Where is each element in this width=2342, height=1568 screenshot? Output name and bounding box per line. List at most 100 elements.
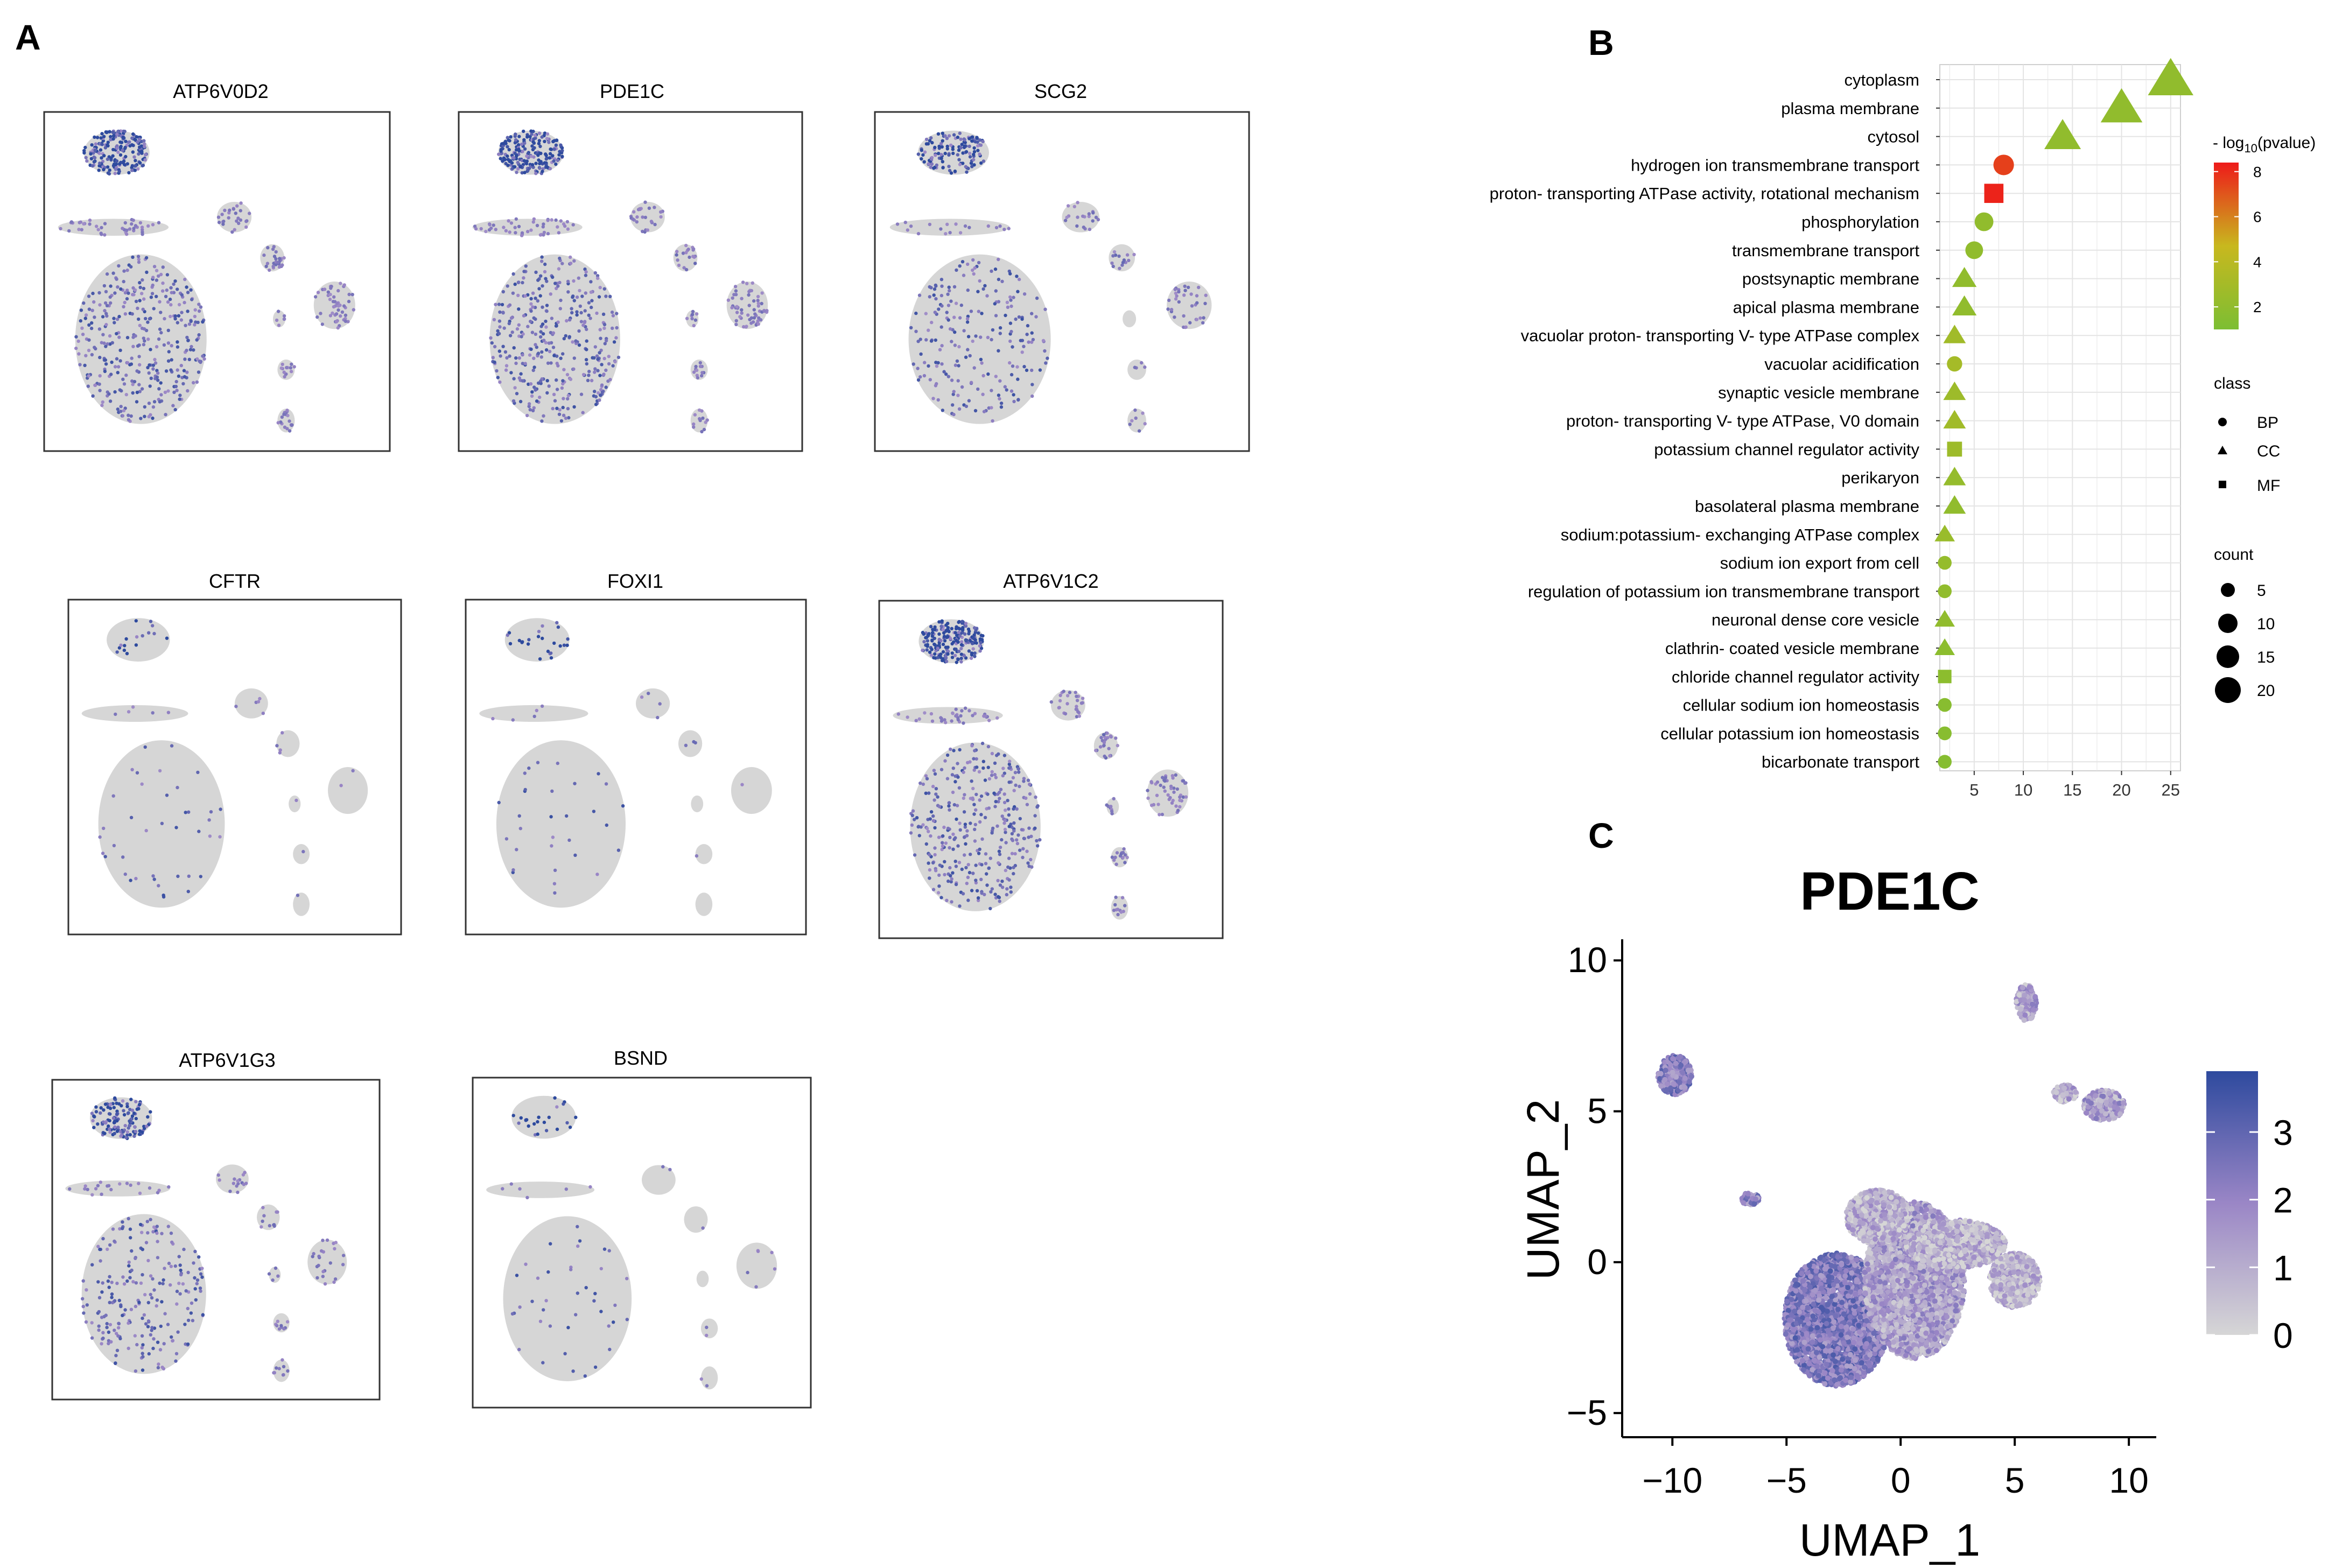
cell-point — [123, 1124, 127, 1128]
cell-point — [499, 149, 503, 153]
cell-point — [94, 1187, 98, 1191]
cell-point — [294, 798, 298, 803]
cell-point — [1155, 793, 1159, 797]
cell-point — [643, 215, 648, 220]
cell-point — [564, 416, 568, 420]
cell-point — [952, 412, 956, 417]
term-label: cellular potassium ion homeostasis — [1660, 724, 1919, 743]
cell-point — [134, 224, 138, 228]
cell-point — [962, 329, 966, 333]
cell-point — [1111, 264, 1115, 269]
cell-point — [934, 297, 938, 301]
cell-point — [108, 1275, 111, 1278]
cell-point — [1008, 361, 1012, 365]
cell-point — [554, 143, 558, 147]
feature-panel-scg2: SCG2 — [874, 80, 1250, 452]
cell-point — [86, 384, 90, 388]
cell-point — [141, 164, 145, 167]
cell-point — [132, 227, 136, 230]
cell-point — [537, 287, 541, 291]
cell-point — [125, 228, 129, 232]
cell-point — [577, 329, 581, 333]
cell-point — [108, 399, 113, 403]
cell-point — [530, 163, 535, 167]
cell-point — [110, 1296, 114, 1299]
cell-point — [200, 1275, 204, 1279]
cell-point — [1038, 368, 1042, 372]
cell-point — [544, 277, 548, 280]
cell-point — [141, 1355, 145, 1359]
cell-point — [196, 770, 200, 775]
cell-point — [122, 1113, 127, 1117]
cell-point — [1178, 795, 1182, 799]
cell-point — [115, 1282, 119, 1285]
cell-point — [496, 329, 500, 333]
cell-point — [584, 1286, 588, 1290]
cell-point — [233, 228, 236, 231]
cell-point — [133, 1125, 137, 1129]
cell-point — [949, 299, 953, 303]
cell-point — [134, 159, 137, 163]
cell-point — [90, 321, 94, 325]
feature-panel-atp6v0d2: ATP6V0D2 — [43, 80, 391, 452]
cell-point — [917, 717, 921, 721]
cell-point — [82, 149, 86, 153]
cell-point — [935, 364, 939, 368]
cell-point — [565, 220, 570, 224]
cell-point — [106, 1247, 109, 1251]
cell-point — [172, 390, 176, 394]
term-point-bp — [1974, 212, 1994, 231]
cell-point — [604, 368, 608, 372]
cell-point — [140, 150, 144, 153]
cell-point — [934, 384, 938, 388]
class-legend-title: class — [2214, 375, 2250, 392]
cell-point — [181, 382, 185, 386]
cell-point — [951, 147, 955, 151]
cell-point — [343, 313, 348, 317]
cell-point — [190, 1301, 194, 1305]
cell-point — [939, 293, 944, 298]
cell-point — [111, 794, 115, 798]
cell-point — [122, 269, 126, 273]
cell-point — [972, 626, 977, 630]
cell-point — [990, 269, 993, 273]
cell-point — [937, 805, 942, 808]
cell-point — [115, 277, 118, 281]
cell-point — [178, 393, 182, 397]
cell-point — [585, 362, 589, 366]
cell-point — [166, 711, 171, 714]
cell-point — [1182, 293, 1186, 297]
feature-panel-title: ATP6V1C2 — [1003, 570, 1098, 592]
cell-point — [507, 321, 511, 326]
cell-point — [233, 1177, 236, 1181]
cell-point — [974, 641, 978, 645]
cell-point — [1018, 817, 1022, 821]
cell-point — [598, 398, 601, 402]
cell-point — [956, 135, 960, 139]
cell-point — [637, 207, 642, 211]
cell-point — [312, 1251, 315, 1256]
term-point-mf — [1938, 670, 1952, 684]
cell-point — [994, 226, 999, 230]
cell-point — [557, 231, 561, 235]
cell-point — [566, 393, 571, 398]
cell-point — [108, 1323, 113, 1327]
cell-point — [938, 348, 942, 351]
cell-point — [202, 357, 206, 361]
cell-point — [1011, 364, 1015, 368]
cell-point — [125, 232, 129, 236]
cell-point — [239, 201, 243, 205]
cell-point — [1034, 795, 1037, 799]
cell-point — [1009, 304, 1013, 308]
cell-point — [978, 649, 982, 653]
cell-point — [960, 867, 964, 871]
cell-point — [909, 224, 913, 228]
cell-point — [573, 853, 577, 857]
cell-point — [96, 1280, 100, 1284]
cell-point — [971, 714, 974, 718]
cell-point — [976, 149, 980, 152]
cell-point — [598, 286, 602, 290]
cell-point — [516, 160, 520, 165]
cell-point — [990, 774, 994, 777]
cell-point — [107, 392, 111, 396]
